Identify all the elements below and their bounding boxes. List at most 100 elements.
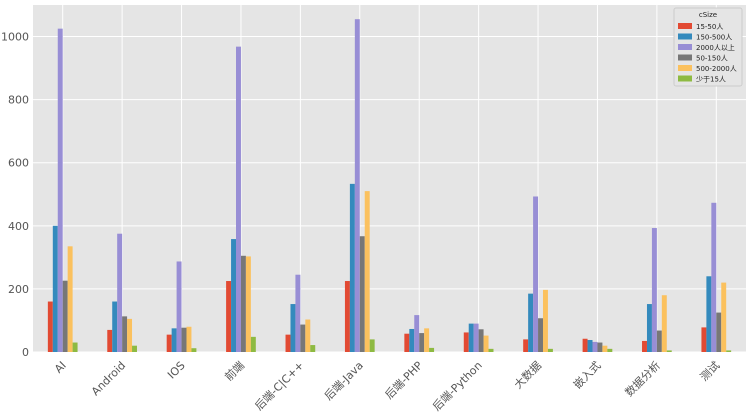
x-tick-label: 数据分析	[622, 358, 663, 399]
bar	[226, 281, 232, 352]
bar	[711, 202, 717, 352]
bar	[47, 301, 53, 352]
bar	[245, 256, 251, 352]
bar	[52, 225, 58, 352]
bar	[354, 19, 360, 352]
legend-label: 500-2000人	[696, 65, 737, 73]
bar	[344, 281, 350, 352]
legend-label: 150-500人	[696, 34, 732, 42]
bar	[67, 246, 73, 352]
x-tick-label: 前端	[222, 358, 247, 383]
bar	[701, 327, 707, 352]
bar	[305, 319, 311, 352]
bar	[171, 328, 177, 352]
bar	[72, 342, 78, 352]
bar	[62, 280, 68, 352]
bar	[726, 350, 732, 352]
x-tick-label: AI	[52, 359, 69, 376]
bar	[721, 282, 727, 352]
bar	[132, 345, 137, 352]
bar	[231, 239, 237, 352]
bar	[166, 334, 172, 352]
bar	[349, 183, 355, 352]
bar	[424, 328, 430, 352]
bar	[607, 348, 613, 352]
bar	[285, 334, 291, 352]
y-tick-label: 200	[8, 283, 29, 296]
bar	[419, 333, 425, 352]
x-tick-label: 后端-Python	[430, 359, 485, 414]
bar	[542, 289, 548, 352]
bar	[642, 340, 647, 352]
bar	[409, 328, 415, 352]
bar	[240, 255, 246, 352]
bar	[117, 233, 123, 352]
x-tick-label: 测试	[698, 359, 723, 384]
bar	[364, 191, 370, 352]
bar	[468, 323, 474, 352]
bar-series	[47, 19, 732, 353]
bar	[483, 335, 489, 352]
y-axis-ticks: 0 200 400 600 800 1000	[1, 31, 29, 359]
bar	[528, 293, 534, 352]
bar	[176, 261, 182, 352]
bar	[716, 312, 722, 352]
legend-label: 少于15人	[696, 76, 726, 84]
legend-label: 50-150人	[696, 55, 728, 63]
bar	[656, 330, 662, 352]
bar	[300, 324, 306, 352]
bar	[582, 338, 588, 352]
bar	[181, 327, 187, 352]
bar	[122, 316, 128, 352]
bar	[107, 329, 113, 352]
y-tick-label: 1000	[1, 31, 29, 44]
legend-swatch	[678, 23, 692, 29]
bar	[706, 276, 712, 352]
x-tick-label: 嵌入式	[571, 359, 604, 392]
x-tick-label: 大数据	[511, 358, 544, 391]
bar	[57, 28, 63, 353]
legend-title: cSize	[699, 11, 717, 19]
bar	[547, 348, 553, 352]
bar	[112, 301, 118, 352]
bar	[186, 326, 192, 352]
bar	[369, 339, 375, 352]
bar	[488, 348, 494, 352]
bar	[463, 332, 469, 352]
bar	[310, 345, 316, 352]
bar	[473, 323, 479, 352]
bar	[538, 318, 543, 352]
y-tick-label: 0	[22, 346, 29, 359]
legend-swatch	[678, 54, 692, 61]
bar	[290, 304, 296, 352]
x-tick-label: 后端-C|C++	[252, 359, 306, 413]
plot-area	[33, 5, 746, 352]
bar	[250, 336, 256, 352]
bar	[533, 196, 539, 352]
x-tick-label: Android	[89, 359, 128, 398]
bar	[646, 304, 652, 352]
bar	[236, 46, 241, 352]
bar	[429, 347, 435, 352]
bar	[359, 236, 365, 352]
bar	[295, 274, 301, 352]
bar	[597, 342, 603, 352]
bar	[587, 340, 593, 352]
bar	[602, 345, 608, 352]
y-tick-label: 600	[8, 157, 29, 170]
legend-swatch	[678, 65, 692, 71]
legend-label: 2000人以上	[696, 43, 735, 52]
legend-swatch	[678, 44, 692, 50]
bar	[592, 341, 598, 352]
bar	[404, 333, 410, 352]
y-tick-label: 400	[8, 220, 29, 233]
x-tick-label: IOS	[165, 359, 188, 382]
x-tick-label: 后端-Java	[322, 359, 366, 403]
bar	[414, 315, 420, 352]
bar	[666, 350, 672, 352]
legend-swatch	[678, 75, 692, 82]
legend-label: 15-50人	[696, 23, 723, 31]
bar	[523, 339, 529, 352]
